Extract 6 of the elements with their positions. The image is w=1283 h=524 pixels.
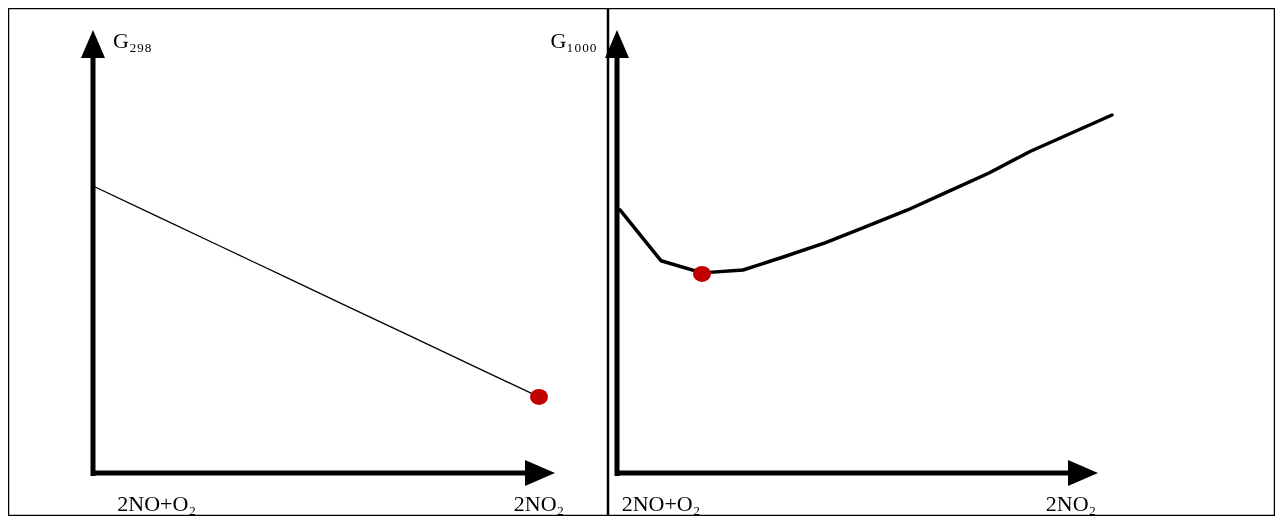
x-tick-label: 2NO+O₂	[117, 491, 197, 516]
y-axis-title: G₁₀₀₀	[550, 28, 597, 53]
x-tick-label: 2NO+O₂	[621, 491, 701, 516]
y-axis-title: G₂₉₈	[113, 28, 152, 53]
x-tick-label: 2NO₂	[1045, 491, 1097, 516]
x-tick-label: 2NO₂	[513, 491, 565, 516]
